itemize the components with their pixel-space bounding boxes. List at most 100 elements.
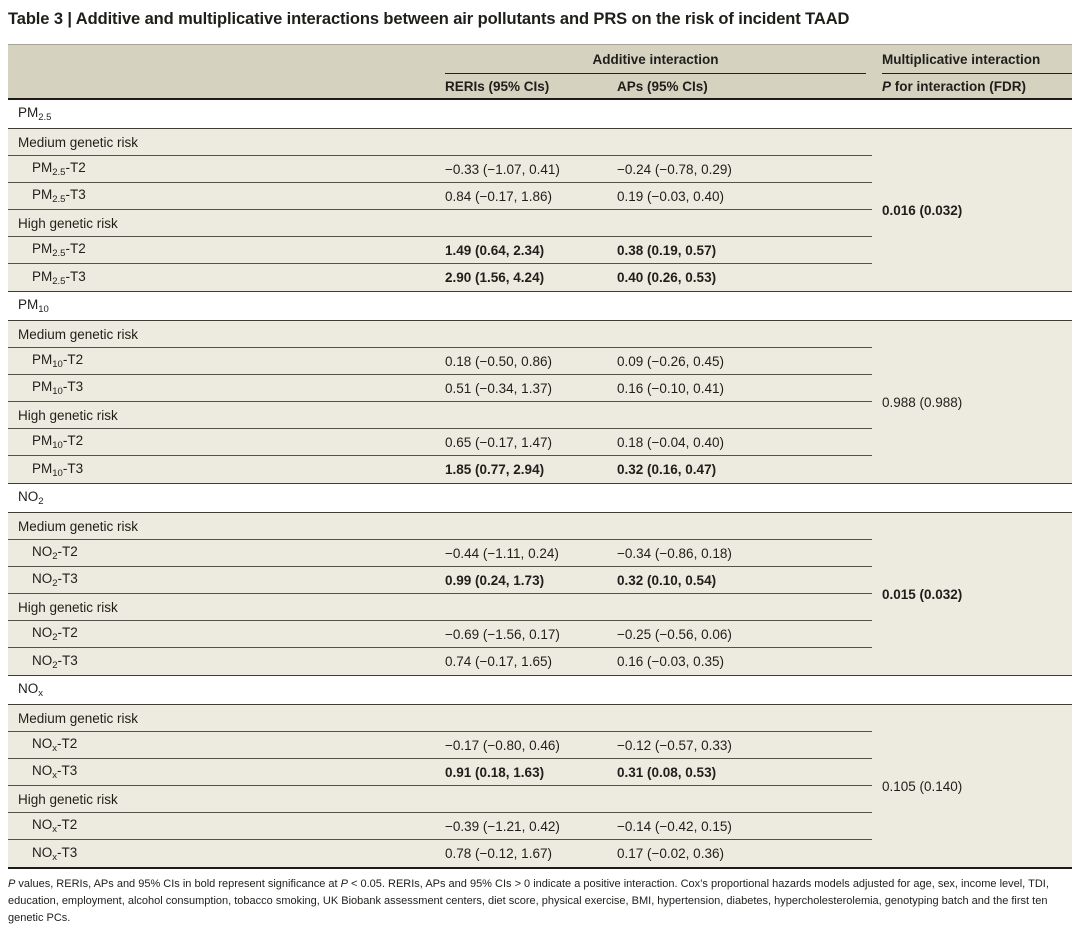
group-header-label: Medium genetic risk <box>18 326 139 342</box>
group-header-label: Medium genetic risk <box>18 134 139 150</box>
chemical-subscript: x <box>52 824 57 835</box>
chemical-subscript: 2 <box>52 578 58 589</box>
chemical-label: NO2-T2 <box>32 544 78 562</box>
pollutant-row: NOx <box>8 676 1072 705</box>
ap-value: 0.16 (−0.10, 0.41) <box>617 380 724 396</box>
group-header-label: High genetic risk <box>18 215 118 231</box>
group-header-row: High genetic risk <box>8 786 872 813</box>
group-header-row: Medium genetic risk <box>8 513 872 540</box>
ap-value: −0.34 (−0.86, 0.18) <box>617 545 732 561</box>
section-left: Medium genetic risk NO2-T2 −0.44 (−1.11, 0… <box>8 513 872 675</box>
row-label: PM2.5-T2 <box>8 241 445 259</box>
reri-value: 0.74 (−0.17, 1.65) <box>445 654 552 669</box>
reri-value: 0.65 (−0.17, 1.47) <box>445 434 552 450</box>
table: Additive interaction Multiplicative inte… <box>8 44 1072 869</box>
page-title: Table 3 | Additive and multiplicative in… <box>8 10 850 28</box>
pollutant-section: PM10 Medium genetic risk PM10-T2 0.18 (−0.5… <box>8 292 1072 484</box>
reri-value: −0.17 (−0.80, 0.46) <box>445 737 560 753</box>
chemical-label: PM10-T3 <box>32 460 84 479</box>
section-left: Medium genetic risk PM2.5-T2 −0.33 (−1.07,… <box>8 129 872 291</box>
ap-value: −0.25 (−0.56, 0.06) <box>617 626 732 642</box>
chemical-label: PM10-T2 <box>32 433 84 451</box>
section-left: Medium genetic risk NOx-T2 −0.17 (−0.80, 0… <box>8 705 872 867</box>
chemical-subscript: x <box>38 688 43 699</box>
ap-value: 0.18 (−0.04, 0.40) <box>617 434 724 450</box>
pollutant-row: NO2 <box>8 484 1072 513</box>
data-row: NOx-T3 0.78 (−0.12, 1.67) 0.17 (−0.02, 0.3… <box>8 840 872 867</box>
reri-value: 1.49 (0.64, 2.34) <box>445 242 545 258</box>
ap-value: 0.32 (0.16, 0.47) <box>617 462 717 477</box>
ap-value: 0.16 (−0.03, 0.35) <box>617 654 724 669</box>
group-header-row: Medium genetic risk <box>8 705 872 732</box>
group-header-label: High genetic risk <box>18 791 118 807</box>
row-label: NOx-T3 <box>8 763 445 781</box>
section-body: Medium genetic risk NO2-T2 −0.44 (−1.11, 0… <box>8 513 1072 675</box>
column-group-multiplicative-label: Multiplicative interaction <box>882 51 1041 67</box>
chemical-label: NOx-T2 <box>32 817 78 835</box>
p-value-cell: 0.105 (0.140) <box>872 705 1072 867</box>
ap-value: 0.31 (0.08, 0.53) <box>617 764 717 780</box>
chemical-subscript: 2.5 <box>52 167 66 178</box>
chemical-subscript: 10 <box>52 440 63 451</box>
row-label: PM2.5-T3 <box>8 187 445 205</box>
ap-value: 0.17 (−0.02, 0.36) <box>617 846 724 861</box>
chemical-label: NOx-T3 <box>32 763 78 781</box>
data-row: PM10-T2 0.18 (−0.50, 0.86) 0.09 (−0.26, 0.… <box>8 348 872 375</box>
chemical-label: PM2.5-T2 <box>32 241 86 259</box>
chemical-label: PM10-T2 <box>32 352 84 370</box>
chemical-subscript: x <box>52 743 57 754</box>
chemical-subscript: 10 <box>38 304 49 315</box>
chemical-label: NO2 <box>18 489 44 507</box>
row-label: PM10-T3 <box>8 461 445 479</box>
chemical-label: PM2.5-T3 <box>32 268 86 287</box>
data-row: NOx-T2 −0.39 (−1.21, 0.42) −0.14 (−0.42, 0… <box>8 813 872 840</box>
chemical-label: NO2-T2 <box>32 625 78 643</box>
section-body: Medium genetic risk NOx-T2 −0.17 (−0.80, 0… <box>8 705 1072 867</box>
section-body: Medium genetic risk PM2.5-T2 −0.33 (−1.07,… <box>8 129 1072 291</box>
reri-value: −0.69 (−1.56, 0.17) <box>445 626 560 642</box>
ap-value: 0.19 (−0.03, 0.40) <box>617 188 724 204</box>
chemical-label: NOx-T2 <box>32 736 78 754</box>
chemical-label: NO2-T3 <box>32 652 78 671</box>
group-header-label: Medium genetic risk <box>18 518 139 534</box>
row-label: NOx-T2 <box>8 817 445 835</box>
reri-value: −0.33 (−1.07, 0.41) <box>445 161 560 177</box>
table-header: Additive interaction Multiplicative inte… <box>8 44 1072 100</box>
data-row: NOx-T3 0.91 (0.18, 1.63) 0.31 (0.08, 0.53) <box>8 759 872 786</box>
reri-value: −0.44 (−1.11, 0.24) <box>445 545 559 561</box>
column-header-p-interaction: P for interaction (FDR) <box>882 78 1027 94</box>
ap-value: −0.14 (−0.42, 0.15) <box>617 818 732 834</box>
p-value: 0.016 (0.032) <box>882 202 963 218</box>
p-value: 0.105 (0.140) <box>882 778 963 794</box>
pollutant-row: PM10 <box>8 292 1072 321</box>
group-header-row: High genetic risk <box>8 402 872 429</box>
chemical-label: NO2-T3 <box>32 571 78 589</box>
ap-value: 0.38 (0.19, 0.57) <box>617 242 717 258</box>
row-label: NOx-T2 <box>8 736 445 754</box>
chemical-subscript: x <box>52 770 57 781</box>
row-label: PM10-T3 <box>8 379 445 397</box>
row-label: NO2-T3 <box>8 653 445 671</box>
reri-value: 0.51 (−0.34, 1.37) <box>445 380 552 396</box>
table-footnote: P values, RERIs, APs and 95% CIs in bold… <box>8 878 1049 925</box>
section-left: Medium genetic risk PM10-T2 0.18 (−0.50, 0… <box>8 321 872 483</box>
row-label: PM2.5-T2 <box>8 160 445 178</box>
reri-value: 0.99 (0.24, 1.73) <box>445 572 545 588</box>
group-header-row: Medium genetic risk <box>8 321 872 348</box>
chemical-label: PM2.5-T2 <box>32 160 86 178</box>
row-label: NOx-T3 <box>8 845 445 863</box>
column-header-reri: RERIs (95% CIs) <box>445 78 550 94</box>
data-row: PM2.5-T3 0.84 (−0.17, 1.86) 0.19 (−0.03, 0… <box>8 183 872 210</box>
ap-value: 0.32 (0.10, 0.54) <box>617 572 717 588</box>
chemical-subscript: 10 <box>52 467 63 479</box>
p-value: 0.015 (0.032) <box>882 586 963 602</box>
pollutant-section: PM2.5 Medium genetic risk PM2.5-T2 −0.33 (−… <box>8 100 1072 292</box>
p-value: 0.988 (0.988) <box>882 394 963 410</box>
p-value-cell: 0.016 (0.032) <box>872 129 1072 291</box>
reri-value: 0.91 (0.18, 1.63) <box>445 764 545 780</box>
data-row: PM2.5-T2 1.49 (0.64, 2.34) 0.38 (0.19, 0.5… <box>8 237 872 264</box>
ap-value: −0.24 (−0.78, 0.29) <box>617 161 732 177</box>
chemical-label: PM2.5 <box>18 105 52 123</box>
chemical-subscript: 2.5 <box>38 112 52 123</box>
chemical-label: PM10 <box>18 297 49 315</box>
